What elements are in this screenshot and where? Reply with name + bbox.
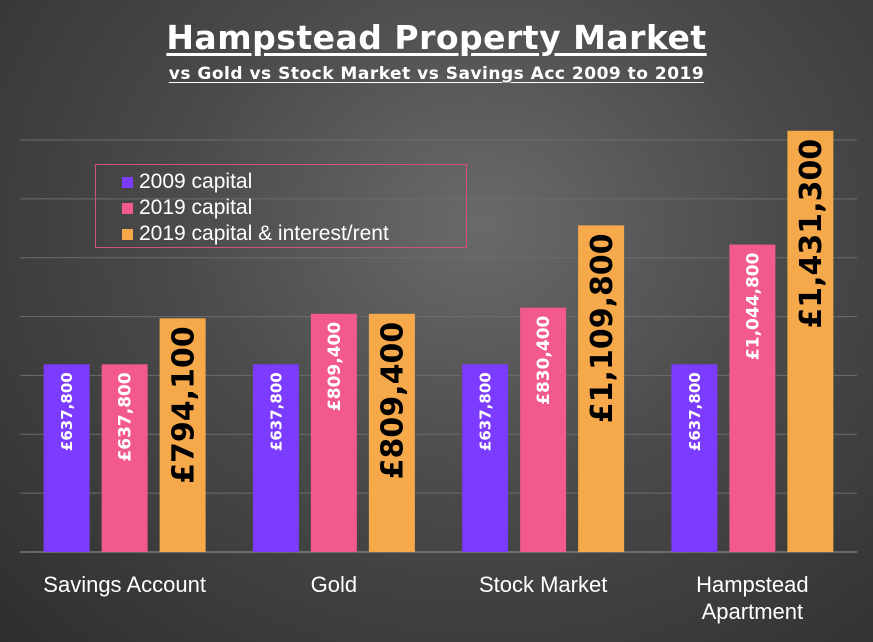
data-label: £1,044,800 — [743, 252, 763, 360]
data-label: £637,800 — [477, 372, 495, 451]
category-label: Gold — [311, 572, 357, 597]
data-label: £637,800 — [58, 372, 76, 451]
data-label: £809,400 — [376, 322, 411, 480]
bar — [101, 364, 148, 552]
bar — [578, 225, 625, 552]
chart-subtitle: vs Gold vs Stock Market vs Savings Acc 2… — [168, 64, 705, 84]
category-label: Savings Account — [43, 572, 206, 597]
bar — [462, 364, 509, 552]
legend-item-2019-capital: 2019 capital — [122, 196, 252, 220]
bar — [671, 364, 718, 552]
data-label: £637,800 — [116, 372, 136, 461]
bar — [520, 307, 567, 552]
legend-swatch-2009-capital — [122, 176, 133, 188]
data-label: £637,800 — [267, 372, 285, 451]
data-label: £794,100 — [166, 326, 201, 484]
category-label: Apartment — [702, 599, 804, 624]
data-label: £1,109,800 — [585, 233, 620, 423]
chart-title: Hampstead Property Market — [166, 18, 707, 57]
category-label: Hampstead — [696, 572, 809, 597]
legend-item-2009-capital: 2009 capital — [122, 170, 252, 194]
data-label: £830,400 — [534, 315, 554, 404]
bar — [368, 313, 415, 552]
bar — [310, 313, 357, 552]
legend-label-2019-capital-interest: 2019 capital & interest/rent — [139, 222, 389, 245]
legend-item-2019-capital-interest: 2019 capital & interest/rent — [122, 222, 389, 246]
data-label: £809,400 — [325, 322, 345, 411]
bar — [787, 130, 834, 552]
legend-swatch-2019-capital-interest — [122, 228, 133, 240]
data-label: £1,431,300 — [794, 139, 829, 329]
bar — [159, 318, 206, 552]
chart-legend: 2009 capital 2019 capital 2019 capital &… — [95, 164, 467, 248]
legend-label-2009-capital: 2009 capital — [139, 170, 253, 193]
category-label: Stock Market — [479, 572, 607, 597]
bar — [43, 364, 90, 552]
bar — [729, 244, 776, 553]
legend-swatch-2019-capital — [122, 202, 133, 214]
legend-label-2019-capital: 2019 capital — [139, 196, 253, 219]
bar — [252, 364, 299, 552]
data-label: £637,800 — [686, 372, 704, 451]
